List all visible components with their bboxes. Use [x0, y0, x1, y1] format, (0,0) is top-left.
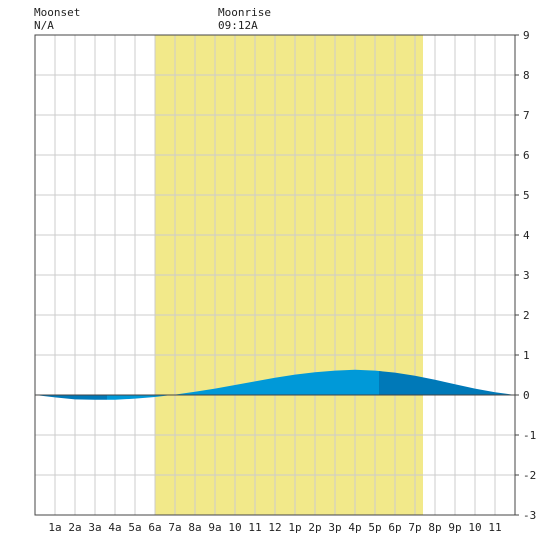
x-tick-label: 7p [408, 521, 421, 534]
x-tick-label: 1a [48, 521, 61, 534]
y-tick-label: 0 [523, 389, 530, 402]
x-tick-label: 5a [128, 521, 141, 534]
y-tick-label: -2 [523, 469, 536, 482]
moonrise-label: Moonrise [218, 6, 271, 19]
tide-falling-area [379, 371, 515, 395]
moonrise-value: 09:12A [218, 19, 258, 32]
tick-labels: 1a 2a 3a 4a 5a 6a 7a 8a 9a 10 11 12 1p 2p 3p 4p 5p 6p 7p 8p… [48, 29, 536, 534]
x-tick-label: 7a [168, 521, 181, 534]
x-tick-label: 6a [148, 521, 161, 534]
x-tick-label: 10 [468, 521, 481, 534]
x-tick-label: 6p [388, 521, 401, 534]
y-tick-label: 9 [523, 29, 530, 42]
x-tick-label: 11 [248, 521, 261, 534]
y-tick-label: 8 [523, 69, 530, 82]
tide-rising-area [107, 369, 379, 400]
x-tick-label: 11 [488, 521, 501, 534]
y-tick-label: -1 [523, 429, 536, 442]
y-tick-label: 4 [523, 229, 530, 242]
x-tick-label: 2a [68, 521, 81, 534]
x-tick-label: 8a [188, 521, 201, 534]
y-tick-label: 5 [523, 189, 530, 202]
x-tick-label: 5p [368, 521, 381, 534]
tide-layer [35, 369, 515, 400]
y-tick-label: 7 [523, 109, 530, 122]
x-tick-label: 3a [88, 521, 101, 534]
x-tick-label: 8p [428, 521, 441, 534]
y-tick-label: 3 [523, 269, 530, 282]
y-tick-label: -3 [523, 509, 536, 522]
x-tick-label: 9a [208, 521, 221, 534]
moonset-label: Moonset [34, 6, 81, 19]
grid-layer [35, 34, 515, 516]
x-tick-label: 4a [108, 521, 121, 534]
x-tick-label: 3p [328, 521, 341, 534]
x-tick-label: 2p [308, 521, 321, 534]
y-tick-label: 6 [523, 149, 530, 162]
x-tick-label: 12 [268, 521, 281, 534]
x-tick-label: 10 [228, 521, 241, 534]
x-tick-label: 4p [348, 521, 361, 534]
y-tick-label: 1 [523, 349, 530, 362]
y-tick-label: 2 [523, 309, 530, 322]
x-tick-label: 1p [288, 521, 301, 534]
tide-falling-area [35, 395, 107, 400]
moonset-value: N/A [34, 19, 54, 32]
x-tick-label: 9p [448, 521, 461, 534]
